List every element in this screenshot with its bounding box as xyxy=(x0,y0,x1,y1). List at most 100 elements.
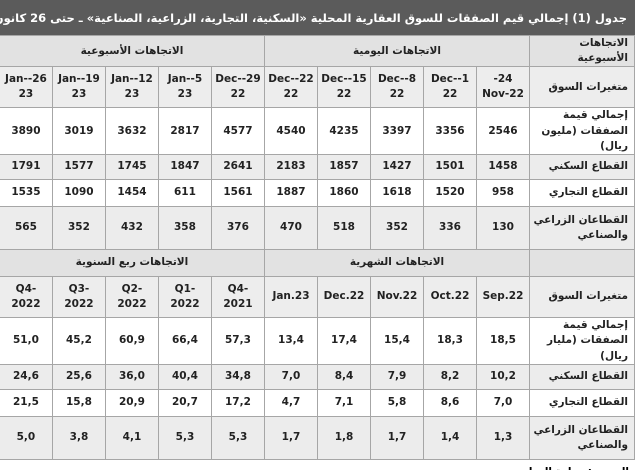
value-cell: 40,4 xyxy=(157,363,212,390)
value-cell: 25,6 xyxy=(51,363,106,390)
row-label: القطاعان الزراعي والصناعي xyxy=(529,206,635,251)
value-cell: 1847 xyxy=(157,154,212,181)
column-header: 12-Jan-23 xyxy=(104,66,159,109)
column-header: 8-Dec-22 xyxy=(370,66,424,109)
value-cell: 1618 xyxy=(370,179,424,208)
table-row: القطاعان الزراعي والصناعي 1,3 1,4 1,7 1,8 1,7… xyxy=(0,415,635,460)
value-cell: 2546 xyxy=(476,107,530,156)
value-cell: 1,7 xyxy=(263,415,319,460)
group-header: الاتجاهات ربع السنوية xyxy=(0,249,265,278)
value-cell: 18,3 xyxy=(423,317,477,365)
value-cell: 34,8 xyxy=(210,363,265,390)
value-cell: 10,2 xyxy=(476,363,530,390)
value-cell: 470 xyxy=(263,206,319,251)
value-cell: 1887 xyxy=(263,179,319,208)
column-header: Sep.22 xyxy=(476,276,530,319)
value-cell: 20,9 xyxy=(104,388,159,417)
row-label: إجمالي قيمة الصفقات (مليار ريال) xyxy=(529,317,635,365)
value-cell: 1454 xyxy=(104,179,159,208)
value-cell: 3632 xyxy=(104,107,159,156)
column-header: 1-Dec-22 xyxy=(423,66,477,109)
value-cell: 1090 xyxy=(51,179,106,208)
column-header: Oct.22 xyxy=(423,276,477,319)
value-cell: 7,9 xyxy=(370,363,424,390)
table-row: الاتجاهات الأسبوعية الاتجاهات اليومية الات… xyxy=(0,34,635,68)
group-header: الاتجاهات الشهرية xyxy=(263,249,531,278)
column-header: 22-Dec-22 xyxy=(263,66,319,109)
value-cell: 17,4 xyxy=(317,317,371,365)
column-header: Q2-2022 xyxy=(104,276,159,319)
table-row: القطاع السكني 10,2 8,2 7,9 8,4 7,0 34,8 40,4 36,… xyxy=(0,363,635,390)
column-header: Nov.22 xyxy=(370,276,424,319)
value-cell: 358 xyxy=(157,206,212,251)
row-label: القطاع التجاري xyxy=(529,179,635,208)
value-cell: 18,5 xyxy=(476,317,530,365)
value-cell: 20,7 xyxy=(157,388,212,417)
value-cell: 5,8 xyxy=(370,388,424,417)
value-cell: 130 xyxy=(476,206,530,251)
value-cell: 60,9 xyxy=(104,317,159,365)
table-row: القطاع التجاري 7,0 8,6 5,8 7,1 4,7 17,2 20,7 20,… xyxy=(0,388,635,417)
value-cell: 4577 xyxy=(210,107,265,156)
group-header: الاتجاهات الأسبوعية xyxy=(0,34,265,68)
value-cell: 1791 xyxy=(0,154,53,181)
table-row: متغيرات السوق 24-Nov-22 1-Dec-22 8-Dec-22 15… xyxy=(0,66,635,109)
column-header: Dec.22 xyxy=(317,276,371,319)
column-header: Q4-2021 xyxy=(210,276,265,319)
table-row: القطاع التجاري 958 1520 1618 1860 1887 1561 611… xyxy=(0,179,635,208)
value-cell: 958 xyxy=(476,179,530,208)
value-cell: 1860 xyxy=(317,179,371,208)
row-label: القطاع التجاري xyxy=(529,388,635,417)
value-cell: 4,1 xyxy=(104,415,159,460)
group-header: الاتجاهات اليومية xyxy=(263,34,531,68)
value-cell: 1,3 xyxy=(476,415,530,460)
value-cell: 66,4 xyxy=(157,317,212,365)
value-cell: 3890 xyxy=(0,107,53,156)
column-header: Jan.23 xyxy=(263,276,319,319)
value-cell: 4,7 xyxy=(263,388,319,417)
value-cell: 8,2 xyxy=(423,363,477,390)
value-cell: 7,0 xyxy=(263,363,319,390)
value-cell: 1577 xyxy=(51,154,106,181)
column-header: 26-Jan-23 xyxy=(0,66,53,109)
value-cell: 3,8 xyxy=(51,415,106,460)
value-cell: 15,8 xyxy=(51,388,106,417)
column-header: 15-Dec-22 xyxy=(317,66,371,109)
value-cell: 336 xyxy=(423,206,477,251)
value-cell: 8,4 xyxy=(317,363,371,390)
value-cell: 352 xyxy=(51,206,106,251)
value-cell: 17,2 xyxy=(210,388,265,417)
corner-header: الاتجاهات الأسبوعية xyxy=(529,34,635,68)
corner-header xyxy=(529,249,635,278)
table-row: القطاعان الزراعي والصناعي 130 336 352 518 470… xyxy=(0,206,635,251)
value-cell: 1,7 xyxy=(370,415,424,460)
row-label: القطاعان الزراعي والصناعي xyxy=(529,415,635,460)
value-cell: 15,4 xyxy=(370,317,424,365)
value-cell: 2817 xyxy=(157,107,212,156)
table-row: الاتجاهات الشهرية الاتجاهات ربع السنوية xyxy=(0,249,635,278)
value-cell: 45,2 xyxy=(51,317,106,365)
value-cell: 5,0 xyxy=(0,415,53,460)
row-header: متغيرات السوق xyxy=(529,276,635,319)
row-label: القطاع السكني xyxy=(529,154,635,181)
value-cell: 7,1 xyxy=(317,388,371,417)
table-row: إجمالي قيمة الصفقات (مليون ريال) 2546 3356… xyxy=(0,107,635,156)
value-cell: 51,0 xyxy=(0,317,53,365)
value-cell: 24,6 xyxy=(0,363,53,390)
column-header: Q4-2022 xyxy=(0,276,53,319)
value-cell: 5,3 xyxy=(210,415,265,460)
value-cell: 1427 xyxy=(370,154,424,181)
value-cell: 36,0 xyxy=(104,363,159,390)
value-cell: 1857 xyxy=(317,154,371,181)
row-label: القطاع السكني xyxy=(529,363,635,390)
value-cell: 7,0 xyxy=(476,388,530,417)
value-cell: 1520 xyxy=(423,179,477,208)
table-row: القطاع السكني 1458 1501 1427 1857 2183 2641 184… xyxy=(0,154,635,181)
table-row: إجمالي قيمة الصفقات (مليار ريال) 18,5 18,3… xyxy=(0,317,635,365)
value-cell: 57,3 xyxy=(210,317,265,365)
source-note: المصدر: وزارة العدل xyxy=(0,460,635,470)
column-header: 19-Jan-23 xyxy=(51,66,106,109)
value-cell: 352 xyxy=(370,206,424,251)
value-cell: 2183 xyxy=(263,154,319,181)
